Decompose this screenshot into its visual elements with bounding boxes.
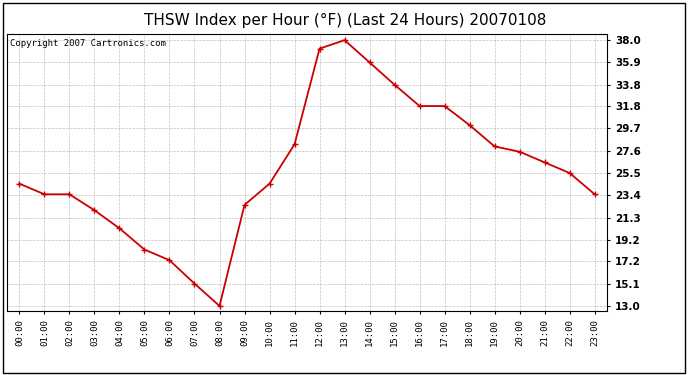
Text: THSW Index per Hour (°F) (Last 24 Hours) 20070108: THSW Index per Hour (°F) (Last 24 Hours)… [144, 13, 546, 28]
Text: Copyright 2007 Cartronics.com: Copyright 2007 Cartronics.com [10, 39, 166, 48]
